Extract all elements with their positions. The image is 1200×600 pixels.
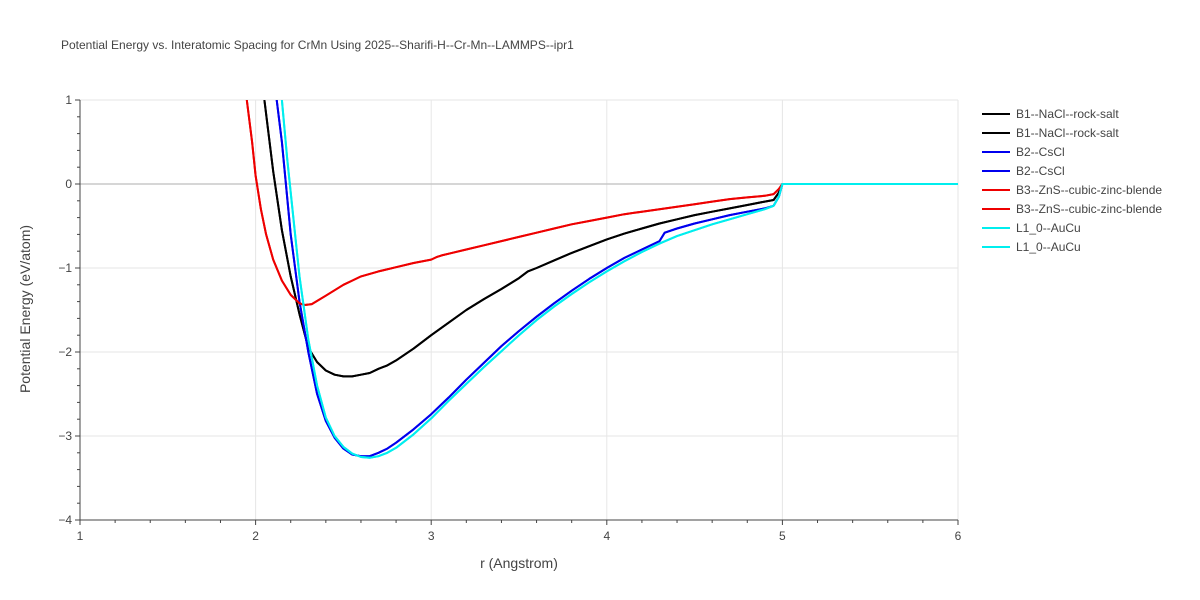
series-line-7[interactable] xyxy=(280,100,958,459)
series-line-3[interactable] xyxy=(275,100,958,458)
y-tick-labels: 1 0 −1 −2 −3 −4 xyxy=(58,93,72,527)
x-axis-label: r (Angstrom) xyxy=(480,555,558,571)
series-line-2[interactable] xyxy=(263,100,958,378)
chart-title: Potential Energy vs. Interatomic Spacing… xyxy=(61,38,574,52)
x-tick-label: 3 xyxy=(428,529,435,543)
legend-item[interactable]: B3--ZnS--cubic-zinc-blende xyxy=(982,183,1162,197)
x-tick-label: 4 xyxy=(603,529,610,543)
legend-label: L1_0--AuCu xyxy=(1016,221,1081,235)
legend-label: B1--NaCl--rock-salt xyxy=(1016,107,1119,121)
x-tick-labels: 1 2 3 4 5 6 xyxy=(77,529,962,543)
x-tick-label: 1 xyxy=(77,529,84,543)
legend-item[interactable]: B2--CsCl xyxy=(982,164,1065,178)
series-line-4[interactable] xyxy=(275,100,958,458)
x-tick-label: 6 xyxy=(955,529,962,543)
legend-item[interactable]: B1--NaCl--rock-salt xyxy=(982,126,1119,140)
y-tick-label: −2 xyxy=(58,345,72,359)
legend-label: B1--NaCl--rock-salt xyxy=(1016,126,1119,140)
legend-label: B3--ZnS--cubic-zinc-blende xyxy=(1016,183,1162,197)
legend-item[interactable]: L1_0--AuCu xyxy=(982,240,1081,254)
axes xyxy=(75,99,959,525)
series-line-8[interactable] xyxy=(280,100,958,459)
y-tick-label: 1 xyxy=(65,93,72,107)
x-tick-label: 5 xyxy=(779,529,786,543)
y-tick-label: −1 xyxy=(58,261,72,275)
legend-label: B2--CsCl xyxy=(1016,145,1065,159)
y-tick-label: −4 xyxy=(58,513,72,527)
legend-label: L1_0--AuCu xyxy=(1016,240,1081,254)
series-line-6[interactable] xyxy=(245,100,958,306)
legend-item[interactable]: B3--ZnS--cubic-zinc-blende xyxy=(982,202,1162,216)
y-tick-label: 0 xyxy=(65,177,72,191)
y-tick-label: −3 xyxy=(58,429,72,443)
legend-label: B3--ZnS--cubic-zinc-blende xyxy=(1016,202,1162,216)
legend[interactable]: B1--NaCl--rock-salt B1--NaCl--rock-salt B2… xyxy=(982,107,1162,254)
y-axis-label: Potential Energy (eV/atom) xyxy=(17,225,33,393)
legend-item[interactable]: B2--CsCl xyxy=(982,145,1065,159)
legend-item[interactable]: L1_0--AuCu xyxy=(982,221,1081,235)
x-tick-label: 2 xyxy=(252,529,259,543)
legend-label: B2--CsCl xyxy=(1016,164,1065,178)
legend-item[interactable]: B1--NaCl--rock-salt xyxy=(982,107,1119,121)
grid-lines xyxy=(80,99,959,520)
series-lines xyxy=(245,100,958,459)
